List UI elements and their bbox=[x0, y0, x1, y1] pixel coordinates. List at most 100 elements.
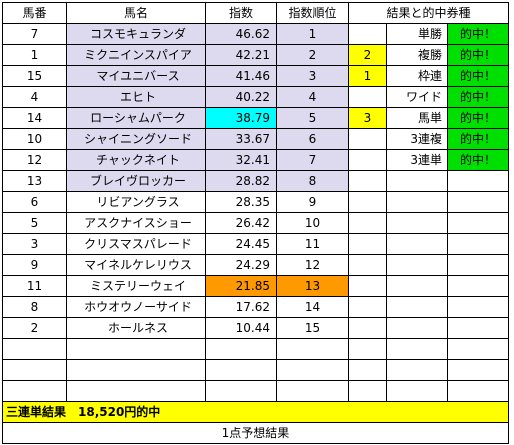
header-no: 馬番 bbox=[2, 2, 67, 24]
header-row: 馬番 馬名 指数 指数順位 結果と的中券種 bbox=[2, 2, 509, 24]
hit-mark: 的中！ bbox=[447, 65, 509, 87]
result-place bbox=[348, 317, 387, 339]
hit-mark bbox=[447, 212, 509, 234]
index-rank: 11 bbox=[276, 233, 349, 255]
result-place bbox=[348, 128, 387, 150]
horse-name: マイネルケレリウス bbox=[66, 254, 206, 276]
horse-name: ブレイヴロッカー bbox=[66, 170, 206, 192]
horse-name: シャイニングソード bbox=[66, 128, 206, 150]
hit-mark: 的中！ bbox=[447, 44, 509, 66]
horse-number: 7 bbox=[2, 23, 67, 45]
ticket-type: 単勝 bbox=[386, 23, 448, 45]
index-rank: 7 bbox=[276, 149, 349, 171]
header-result: 結果と的中券種 bbox=[348, 2, 509, 24]
ticket-type bbox=[386, 275, 448, 297]
hit-mark bbox=[447, 296, 509, 318]
index-value: 21.85 bbox=[205, 275, 277, 297]
table-row: 10 シャイニングソード 33.67 6 3連複 的中！ bbox=[2, 128, 509, 150]
index-rank: 10 bbox=[276, 212, 349, 234]
result-place bbox=[348, 275, 387, 297]
index-rank: 8 bbox=[276, 170, 349, 192]
horse-number: 3 bbox=[2, 233, 67, 255]
result-place bbox=[348, 170, 387, 192]
index-value: 41.46 bbox=[205, 65, 277, 87]
index-value: 33.67 bbox=[205, 128, 277, 150]
header-rank: 指数順位 bbox=[276, 2, 349, 24]
horse-number: 13 bbox=[2, 170, 67, 192]
horse-number: 10 bbox=[2, 128, 67, 150]
blank-row bbox=[2, 338, 509, 360]
result-bar-row: 三連単結果 18,520円的中 bbox=[2, 401, 509, 423]
index-rank: 9 bbox=[276, 191, 349, 213]
index-value: 28.35 bbox=[205, 191, 277, 213]
result-place bbox=[348, 212, 387, 234]
index-value: 10.44 bbox=[205, 317, 277, 339]
index-rank: 12 bbox=[276, 254, 349, 276]
horse-name: チャックネイト bbox=[66, 149, 206, 171]
index-value: 24.45 bbox=[205, 233, 277, 255]
ticket-type: 枠連 bbox=[386, 65, 448, 87]
horse-number: 8 bbox=[2, 296, 67, 318]
hit-mark bbox=[447, 317, 509, 339]
index-value: 24.29 bbox=[205, 254, 277, 276]
footer-label: 1点予想結果 bbox=[2, 422, 509, 444]
horse-name: ミステリーウェイ bbox=[66, 275, 206, 297]
ticket-type: 3連複 bbox=[386, 128, 448, 150]
result-place bbox=[348, 23, 387, 45]
horse-name: アスクナイスショー bbox=[66, 212, 206, 234]
hit-mark bbox=[447, 191, 509, 213]
table-row: 1 ミクニインスパイア 42.21 2 2 複勝 的中！ bbox=[2, 44, 509, 66]
table-row: 4 エヒト 40.22 4 ワイド 的中！ bbox=[2, 86, 509, 108]
horse-number: 2 bbox=[2, 317, 67, 339]
table-row: 7 コスモキュランダ 46.62 1 単勝 的中！ bbox=[2, 23, 509, 45]
result-place: 1 bbox=[348, 65, 387, 87]
result-place bbox=[348, 86, 387, 108]
index-rank: 13 bbox=[276, 275, 349, 297]
hit-mark: 的中！ bbox=[447, 86, 509, 108]
index-rank: 5 bbox=[276, 107, 349, 129]
prediction-table: 馬番 馬名 指数 指数順位 結果と的中券種 7 コスモキュランダ 46.62 1 単勝的… bbox=[2, 2, 509, 444]
table-row: 6 リビアングラス 28.35 9 bbox=[2, 191, 509, 213]
ticket-type bbox=[386, 233, 448, 255]
index-value: 46.62 bbox=[205, 23, 277, 45]
horse-number: 12 bbox=[2, 149, 67, 171]
horse-name: クリスマスパレード bbox=[66, 233, 206, 255]
hit-mark bbox=[447, 254, 509, 276]
result-place bbox=[348, 254, 387, 276]
hit-mark: 的中！ bbox=[447, 149, 509, 171]
result-place: 2 bbox=[348, 44, 387, 66]
index-rank: 6 bbox=[276, 128, 349, 150]
horse-name: エヒト bbox=[66, 86, 206, 108]
horse-number: 9 bbox=[2, 254, 67, 276]
ticket-type: ワイド bbox=[386, 86, 448, 108]
table-row: 5 アスクナイスショー 26.42 10 bbox=[2, 212, 509, 234]
table-row: 2 ホールネス 10.44 15 bbox=[2, 317, 509, 339]
horse-number: 4 bbox=[2, 86, 67, 108]
hit-mark: 的中！ bbox=[447, 23, 509, 45]
table-row: 15 マイユニバース 41.46 3 1 枠連 的中！ bbox=[2, 65, 509, 87]
footer-row: 1点予想結果 bbox=[2, 422, 509, 444]
ticket-type bbox=[386, 212, 448, 234]
index-value: 26.42 bbox=[205, 212, 277, 234]
horse-name: ホウオウノーサイド bbox=[66, 296, 206, 318]
result-place: 3 bbox=[348, 107, 387, 129]
horse-name: リビアングラス bbox=[66, 191, 206, 213]
index-rank: 2 bbox=[276, 44, 349, 66]
hit-mark: 的中！ bbox=[447, 128, 509, 150]
hit-mark bbox=[447, 170, 509, 192]
index-value: 28.82 bbox=[205, 170, 277, 192]
index-value: 17.62 bbox=[205, 296, 277, 318]
table-row: 11 ミステリーウェイ 21.85 13 bbox=[2, 275, 509, 297]
index-rank: 3 bbox=[276, 65, 349, 87]
horse-number: 1 bbox=[2, 44, 67, 66]
index-rank: 1 bbox=[276, 23, 349, 45]
hit-mark bbox=[447, 233, 509, 255]
result-place bbox=[348, 149, 387, 171]
index-rank: 4 bbox=[276, 86, 349, 108]
ticket-type: 馬単 bbox=[386, 107, 448, 129]
horse-name: ミクニインスパイア bbox=[66, 44, 206, 66]
table-row: 3 クリスマスパレード 24.45 11 bbox=[2, 233, 509, 255]
ticket-type bbox=[386, 170, 448, 192]
horse-number: 15 bbox=[2, 65, 67, 87]
index-value: 32.41 bbox=[205, 149, 277, 171]
